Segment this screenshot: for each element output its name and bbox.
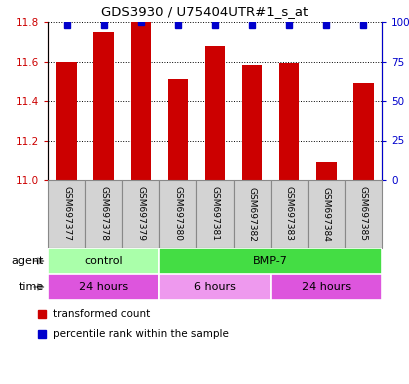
Bar xyxy=(204,46,225,180)
Text: GSM697377: GSM697377 xyxy=(62,187,71,242)
Text: GSM697378: GSM697378 xyxy=(99,187,108,242)
Text: time: time xyxy=(19,282,44,292)
Bar xyxy=(159,248,381,274)
Text: GSM697385: GSM697385 xyxy=(358,187,367,242)
Bar xyxy=(159,180,196,248)
Bar xyxy=(48,180,85,248)
Bar xyxy=(85,180,122,248)
Bar xyxy=(270,180,307,248)
Text: GSM697381: GSM697381 xyxy=(210,187,219,242)
Bar xyxy=(159,274,270,300)
Bar xyxy=(196,180,233,248)
Bar xyxy=(93,32,114,180)
Bar xyxy=(233,180,270,248)
Bar xyxy=(344,180,381,248)
Text: 24 hours: 24 hours xyxy=(79,282,128,292)
Text: agent: agent xyxy=(11,256,44,266)
Text: GSM697379: GSM697379 xyxy=(136,187,145,242)
Bar xyxy=(353,83,373,180)
Bar xyxy=(167,79,188,180)
Text: GSM697383: GSM697383 xyxy=(284,187,293,242)
Text: GSM697382: GSM697382 xyxy=(247,187,256,242)
Bar xyxy=(307,180,344,248)
Bar xyxy=(130,22,151,180)
Bar xyxy=(241,65,262,180)
Bar xyxy=(122,180,159,248)
Bar xyxy=(48,248,159,274)
Text: GSM697384: GSM697384 xyxy=(321,187,330,242)
Bar xyxy=(279,63,299,180)
Text: 24 hours: 24 hours xyxy=(301,282,350,292)
Bar xyxy=(270,274,381,300)
Bar xyxy=(48,274,159,300)
Bar xyxy=(56,61,76,180)
Text: GSM697380: GSM697380 xyxy=(173,187,182,242)
Text: percentile rank within the sample: percentile rank within the sample xyxy=(53,329,229,339)
Text: transformed count: transformed count xyxy=(53,310,151,319)
Text: BMP-7: BMP-7 xyxy=(253,256,288,266)
Bar xyxy=(315,162,336,180)
Text: control: control xyxy=(84,256,123,266)
Text: 6 hours: 6 hours xyxy=(193,282,235,292)
Text: GDS3930 / U75404UTR#1_s_at: GDS3930 / U75404UTR#1_s_at xyxy=(101,5,308,18)
